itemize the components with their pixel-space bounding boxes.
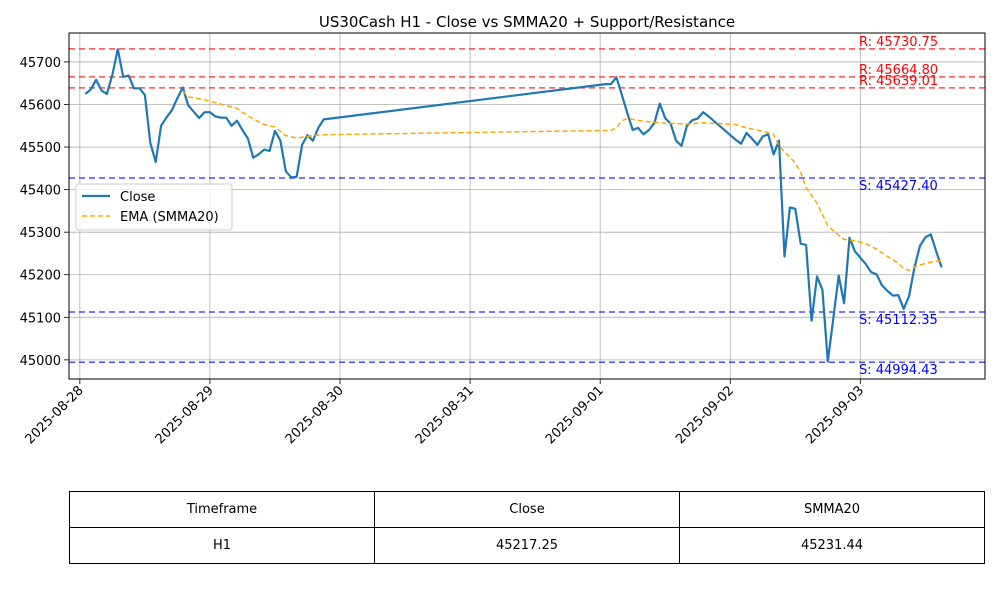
x-tick-label: 2025-08-28: [23, 383, 87, 447]
legend: Close EMA (SMMA20): [75, 183, 233, 231]
y-tick-label: 45300: [20, 226, 61, 241]
y-tick-label: 45500: [20, 141, 61, 156]
y-tick-label: 45200: [20, 269, 61, 284]
x-tick-label: 2025-08-30: [283, 383, 347, 447]
table-header-cell: SMMA20: [679, 491, 985, 528]
resistance-label: R: 45639.01: [859, 74, 938, 89]
y-tick-label: 45100: [20, 311, 61, 326]
x-tick-label: 2025-09-02: [673, 383, 737, 447]
y-tick-label: 45400: [20, 184, 61, 199]
support-label: S: 44994.43: [859, 363, 938, 378]
resistance-label: R: 45730.75: [859, 35, 938, 50]
chart-title: US30Cash H1 - Close vs SMMA20 + Support/…: [319, 13, 735, 31]
smma20-series-line: [182, 90, 942, 272]
table-cell-smma20: 45231.44: [679, 527, 985, 564]
close-series-line: [84, 48, 943, 363]
legend-close-label: Close: [120, 190, 155, 205]
y-tick-label: 45700: [20, 56, 61, 71]
table-header-row: Timeframe Close SMMA20: [69, 491, 985, 528]
support-label: S: 45112.35: [859, 313, 938, 328]
plot-frame: [68, 32, 986, 380]
table-row: H1 45217.25 45231.44: [69, 527, 985, 564]
y-tick-label: 45600: [20, 98, 61, 113]
table-cell-timeframe: H1: [69, 527, 375, 564]
table-header-cell: Timeframe: [69, 491, 375, 528]
summary-table: Timeframe Close SMMA20 H1 45217.25 45231…: [69, 491, 985, 564]
table-header-cell: Close: [374, 491, 680, 528]
x-tick-label: 2025-08-29: [153, 383, 217, 447]
x-tick-label: 2025-09-01: [543, 383, 607, 447]
line-chart: US30Cash H1 - Close vs SMMA20 + Support/…: [20, 13, 986, 447]
legend-smma-label: EMA (SMMA20): [120, 210, 219, 225]
x-tick-label: 2025-08-31: [413, 383, 477, 447]
x-tick-label: 2025-09-03: [803, 383, 867, 447]
y-tick-label: 45000: [20, 354, 61, 369]
resistance-label: R: 45664.80: [859, 63, 938, 78]
legend-frame: [75, 183, 233, 231]
table-cell-close: 45217.25: [374, 527, 680, 564]
support-label: S: 45427.40: [859, 179, 938, 194]
